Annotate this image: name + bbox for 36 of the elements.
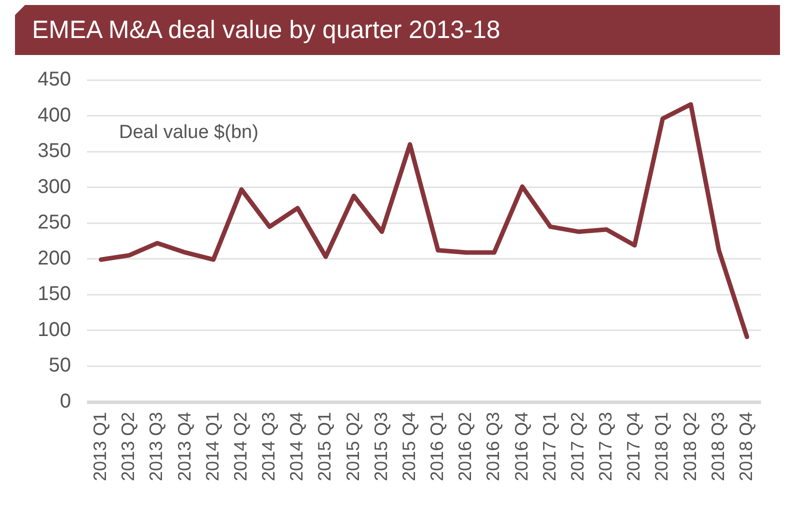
- y-tick-label: 0: [60, 390, 71, 413]
- y-tick-label: 450: [38, 68, 71, 91]
- x-tick-label: 2015 Q1: [314, 412, 335, 482]
- x-tick-label: 2016 Q4: [511, 412, 532, 482]
- x-tick-label: 2015 Q4: [398, 412, 419, 482]
- x-tick-label: 2014 Q1: [202, 412, 222, 482]
- y-tick-label: 250: [38, 212, 71, 234]
- chart-title: EMEA M&A deal value by quarter 2013-18: [15, 5, 780, 55]
- x-tick-label: 2013 Q2: [118, 412, 138, 482]
- y-tick-label: 300: [38, 176, 71, 198]
- x-tick-label: 2015 Q2: [342, 412, 363, 482]
- x-tick-label: 2016 Q1: [427, 412, 448, 482]
- y-tick-label: 200: [38, 247, 71, 270]
- x-tick-label: 2016 Q2: [455, 412, 476, 482]
- y-tick-label: 100: [38, 318, 71, 341]
- y-tick-label: 50: [48, 354, 71, 377]
- x-tick-label: 2013 Q4: [174, 412, 194, 482]
- x-tick-label: 2013 Q3: [146, 412, 166, 482]
- x-tick-label: 2017 Q1: [539, 412, 560, 482]
- y-tick-label: 350: [38, 140, 71, 162]
- y-tick-label: 150: [38, 283, 71, 306]
- x-tick-label: 2018 Q1: [652, 412, 672, 482]
- x-tick-label: 2014 Q2: [230, 412, 250, 482]
- x-tick-label: 2017 Q4: [624, 412, 644, 482]
- x-tick-label: 2017 Q3: [596, 412, 616, 482]
- x-tick-label: 2015 Q3: [370, 412, 391, 482]
- y-tick-label: 400: [38, 104, 71, 126]
- y-axis-title: Deal value $(bn): [119, 122, 258, 144]
- x-tick-label: 2014 Q3: [258, 412, 279, 482]
- x-tick-label: 2018 Q2: [680, 412, 700, 482]
- x-tick-label: 2013 Q1: [90, 412, 110, 482]
- x-tick-label: 2016 Q3: [483, 412, 504, 482]
- x-tick-label: 2018 Q4: [736, 412, 756, 482]
- x-tick-label: 2014 Q4: [286, 412, 307, 482]
- x-tick-label: 2018 Q3: [708, 412, 728, 482]
- x-tick-label: 2017 Q2: [567, 412, 588, 482]
